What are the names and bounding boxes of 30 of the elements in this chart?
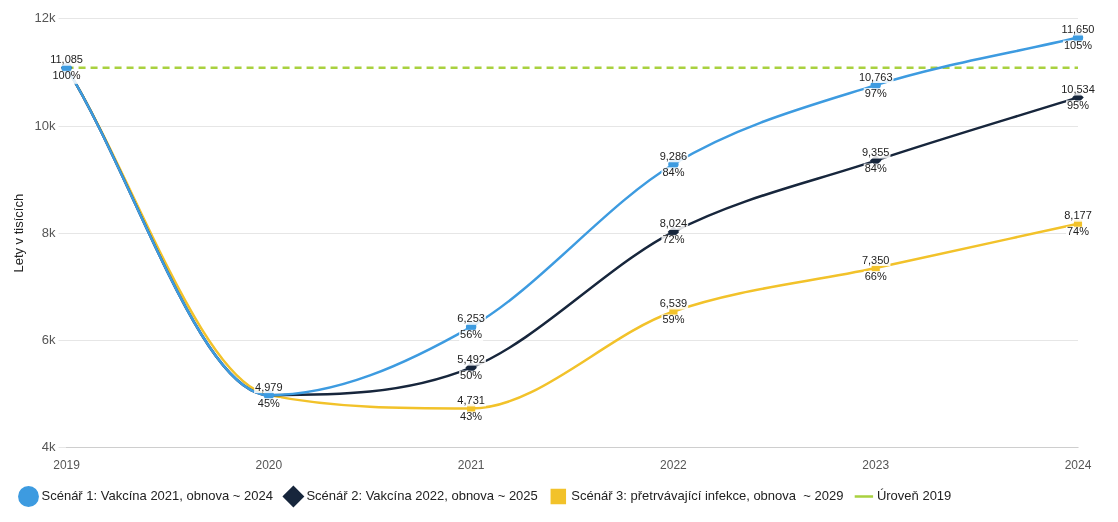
x-tick-label: 2023 [862, 458, 890, 473]
y-tick-label: 4k [41, 439, 57, 455]
legend-label: Úroveň 2019 [876, 488, 952, 504]
legend-label: Scénář 1: Vakcína 2021, obnova ~ 2024 [41, 488, 273, 504]
data-label: 10,763 97% [858, 70, 893, 99]
data-label: 8,177 74% [1064, 209, 1092, 238]
x-tick-label: 2022 [660, 458, 688, 473]
data-label: 10,534 95% [1061, 82, 1095, 111]
data-label: 9,355 84% [861, 146, 890, 175]
x-tick-label: 2024 [1064, 458, 1092, 473]
data-label: 11,650 105% [1061, 23, 1095, 52]
data-label: 5,492 50% [457, 353, 485, 382]
y-tick-label: 12k [34, 10, 57, 26]
data-label: 11,085 100% [50, 53, 83, 82]
x-tick-label: 2019 [53, 458, 81, 473]
data-label: 6,539 59% [659, 297, 688, 326]
data-label: 4,731 43% [457, 393, 485, 422]
x-tick-label: 2021 [457, 458, 485, 473]
data-label: 9,286 84% [659, 149, 688, 178]
legend-label: Scénář 2: Vakcína 2022, obnova ~ 2025 [306, 488, 538, 504]
y-axis-title: Lety v tisících [11, 193, 27, 273]
x-tick-label: 2020 [255, 458, 283, 473]
legend-label: Scénář 3: přetrvávající infekce, obnova ~ 2029 [571, 488, 844, 504]
y-tick-label: 6k [41, 331, 57, 347]
y-tick-label: 10k [34, 117, 57, 133]
y-tick-label: 8k [41, 224, 57, 240]
data-label: 6,253 56% [457, 312, 485, 341]
data-label: 4,979 45% [255, 380, 283, 409]
data-label: 8,024 72% [659, 217, 688, 246]
data-label: 7,350 66% [861, 253, 890, 282]
